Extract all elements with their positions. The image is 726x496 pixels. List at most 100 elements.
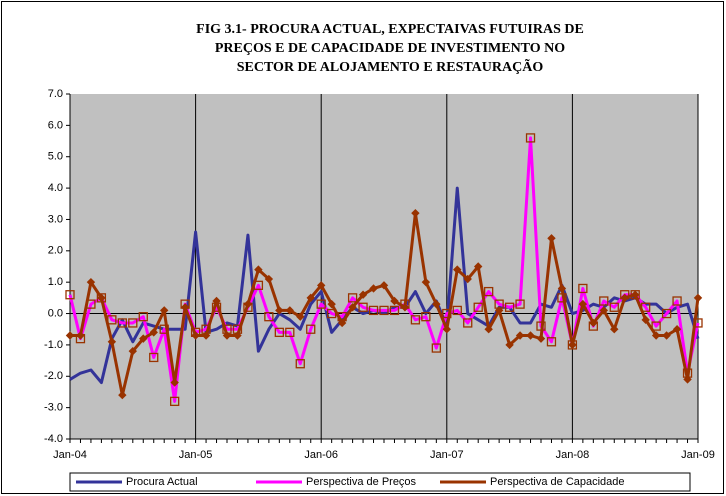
marker [484, 325, 493, 334]
marker [139, 334, 148, 343]
marker [693, 293, 703, 303]
marker [358, 290, 368, 299]
marker [212, 296, 221, 306]
marker [599, 306, 609, 315]
series-line [69, 186, 700, 385]
marker [128, 346, 138, 356]
marker [379, 305, 389, 316]
marker [453, 265, 462, 274]
marker [599, 296, 609, 306]
y-tick-label: -1.0 [44, 339, 63, 351]
marker [170, 378, 179, 387]
y-tick-label: 1.0 [48, 276, 63, 288]
marker [515, 299, 525, 309]
marker [316, 281, 326, 290]
marker [494, 306, 504, 315]
marker [243, 299, 253, 309]
marker [411, 208, 420, 218]
marker [254, 265, 263, 274]
marker [128, 318, 138, 328]
marker [557, 284, 567, 293]
marker [118, 390, 127, 400]
marker [65, 290, 75, 300]
plot-area [70, 94, 698, 439]
marker [630, 290, 640, 299]
marker [348, 303, 357, 312]
chart-title: SECTOR DE ALOJAMENTO E RESTAURAÇÃO [237, 57, 544, 75]
marker [620, 293, 629, 303]
legend-label: Perspectiva de Preços [306, 476, 417, 488]
x-tick-label: Jan-09 [681, 449, 715, 461]
legend-label: Procura Actual [126, 476, 198, 488]
legend-label: Perspectiva de Capacidade [490, 476, 625, 488]
marker [222, 331, 232, 340]
marker [651, 321, 661, 331]
marker [264, 312, 274, 322]
marker [86, 277, 96, 287]
marker [536, 334, 546, 343]
y-tick-label: 3.0 [48, 213, 63, 225]
marker [159, 306, 169, 315]
marker [170, 396, 180, 407]
marker [463, 318, 473, 328]
marker [484, 286, 494, 297]
marker [651, 331, 661, 340]
y-tick-label: 7.0 [48, 88, 63, 100]
marker [525, 133, 536, 143]
marker [97, 293, 106, 303]
x-tick-label: Jan-08 [556, 449, 590, 461]
marker [661, 308, 672, 319]
marker [389, 305, 400, 316]
marker [421, 277, 431, 287]
x-tick-label: Jan-06 [304, 449, 338, 461]
marker [473, 302, 483, 312]
marker [505, 340, 514, 350]
marker [662, 331, 671, 340]
marker [76, 331, 85, 340]
marker [201, 331, 211, 340]
chart-title: PREÇOS E DE CAPACIDADE DE INVESTIMENTO N… [215, 41, 565, 56]
marker [379, 281, 389, 290]
marker [609, 302, 619, 312]
marker [191, 331, 200, 340]
marker [274, 327, 284, 338]
marker [296, 312, 305, 321]
marker [285, 327, 295, 338]
y-tick-label: 6.0 [48, 119, 63, 131]
y-tick-label: -2.0 [44, 370, 63, 382]
marker [515, 331, 525, 340]
marker [526, 331, 535, 340]
marker [390, 296, 399, 306]
legend-box [69, 472, 691, 492]
marker [442, 325, 452, 334]
marker [337, 318, 347, 328]
y-tick-label: 0.0 [48, 307, 63, 319]
y-tick-label: 4.0 [48, 182, 63, 194]
marker [547, 234, 556, 243]
marker [285, 306, 295, 315]
marker [641, 315, 650, 325]
marker [410, 315, 421, 325]
marker [275, 306, 284, 315]
marker [149, 328, 158, 337]
y-tick-label: -4.0 [44, 433, 63, 445]
marker [473, 262, 483, 271]
marker [358, 302, 368, 312]
marker [672, 325, 682, 334]
marker [117, 318, 127, 328]
chart-title: FIG 3.1- PROCURA ACTUAL, EXPECTAIVAS FUT… [196, 22, 584, 37]
marker [138, 312, 148, 322]
marker [347, 293, 358, 303]
marker [400, 303, 410, 312]
marker [578, 299, 588, 309]
marker [65, 331, 75, 340]
marker [306, 293, 315, 303]
marker [233, 331, 242, 340]
marker [504, 302, 515, 312]
marker [568, 340, 577, 350]
marker [264, 274, 274, 284]
marker [431, 343, 441, 353]
marker [452, 305, 462, 316]
marker [578, 283, 588, 294]
